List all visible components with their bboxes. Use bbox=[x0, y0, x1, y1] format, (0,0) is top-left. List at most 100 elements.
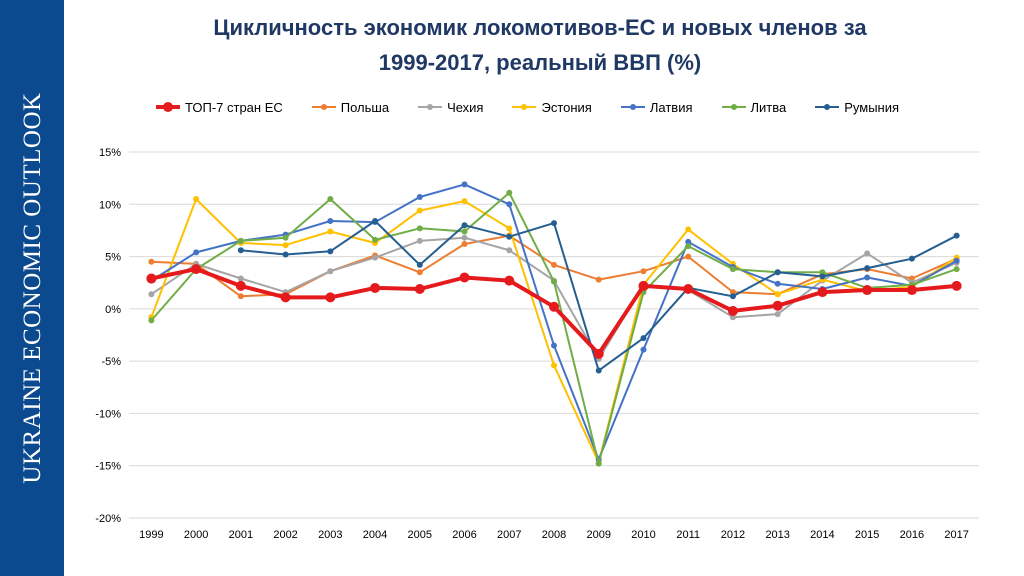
data-point bbox=[727, 305, 738, 316]
data-point bbox=[327, 248, 334, 255]
legend-swatch-marker bbox=[163, 102, 173, 112]
data-point bbox=[953, 266, 960, 273]
data-point bbox=[551, 278, 557, 285]
data-point bbox=[416, 193, 423, 200]
legend-swatch bbox=[156, 102, 180, 112]
x-tick-label: 2002 bbox=[273, 529, 297, 541]
legend-swatch-marker bbox=[730, 104, 737, 110]
legend-item: ТОП-7 стран ЕС bbox=[155, 100, 283, 115]
x-tick-label: 2012 bbox=[721, 529, 745, 541]
x-tick-label: 2013 bbox=[765, 529, 789, 541]
data-point bbox=[461, 181, 468, 188]
series-line bbox=[240, 220, 958, 372]
x-tick-label: 2005 bbox=[408, 529, 432, 541]
data-point bbox=[461, 234, 468, 241]
data-point bbox=[774, 280, 781, 287]
x-tick-label: 2011 bbox=[676, 529, 700, 541]
data-point bbox=[551, 220, 557, 227]
data-point bbox=[327, 228, 334, 235]
legend-item: Латвия bbox=[620, 100, 693, 115]
data-point bbox=[551, 362, 557, 369]
y-tick-label: 10% bbox=[99, 199, 121, 211]
x-tick-label: 2003 bbox=[318, 529, 342, 541]
legend-label: Эстония bbox=[541, 99, 592, 115]
data-point bbox=[506, 201, 513, 208]
data-point bbox=[327, 196, 334, 203]
data-point bbox=[237, 275, 244, 282]
data-point bbox=[416, 237, 423, 244]
chart-title-line-2: 1999-2017, реальный ВВП (%) bbox=[378, 50, 702, 75]
data-point bbox=[148, 317, 155, 324]
legend-label: Литва bbox=[750, 99, 787, 115]
legend-swatch-marker bbox=[427, 104, 434, 110]
legend-swatch-marker bbox=[629, 104, 636, 110]
data-point bbox=[235, 280, 246, 291]
y-tick-label: -10% bbox=[95, 408, 121, 420]
legend-label: Польша bbox=[340, 99, 390, 115]
data-point bbox=[372, 254, 379, 261]
series-line bbox=[150, 191, 957, 465]
legend-item: Польша bbox=[311, 100, 389, 115]
data-point bbox=[685, 243, 692, 250]
data-point bbox=[774, 269, 781, 276]
data-point bbox=[819, 273, 826, 280]
data-point bbox=[416, 225, 423, 232]
legend-swatch-marker bbox=[320, 104, 327, 110]
data-point bbox=[774, 291, 781, 298]
chart-title-line-1: Цикличность экономик локомотивов-ЕС и но… bbox=[213, 15, 867, 40]
x-tick-label: 2000 bbox=[184, 529, 208, 541]
data-point bbox=[146, 273, 157, 284]
data-point bbox=[595, 367, 602, 374]
data-point bbox=[953, 257, 960, 264]
data-point bbox=[370, 282, 381, 293]
legend-swatch bbox=[721, 104, 746, 110]
data-point bbox=[685, 238, 692, 245]
data-point bbox=[325, 292, 336, 303]
data-point bbox=[683, 283, 694, 294]
data-point bbox=[327, 268, 334, 275]
y-tick-label: 5% bbox=[105, 252, 121, 264]
data-point bbox=[908, 275, 915, 282]
x-tick-label: 2004 bbox=[363, 529, 387, 541]
x-tick-label: 2010 bbox=[631, 529, 655, 541]
data-point bbox=[148, 291, 155, 298]
y-tick-label: 0% bbox=[105, 304, 121, 316]
y-tick-label: -5% bbox=[101, 356, 121, 368]
data-point bbox=[193, 196, 200, 203]
data-point bbox=[416, 207, 423, 214]
data-point bbox=[772, 300, 783, 311]
data-point bbox=[908, 255, 915, 262]
data-point bbox=[459, 272, 470, 283]
data-point bbox=[461, 241, 468, 248]
x-tick-label: 2006 bbox=[452, 529, 476, 541]
data-point bbox=[864, 274, 871, 281]
x-tick-label: 1999 bbox=[139, 529, 163, 541]
data-point bbox=[372, 218, 379, 225]
legend-swatch bbox=[311, 104, 336, 110]
data-point bbox=[282, 234, 289, 241]
chart-legend: ТОП-7 стран ЕС Польша Чехия Эстония Латвия Ли… bbox=[155, 96, 927, 118]
series-line bbox=[150, 236, 958, 361]
legend-swatch bbox=[815, 104, 840, 110]
legend-item: Чехия bbox=[417, 100, 483, 115]
data-point bbox=[504, 275, 515, 286]
x-tick-label: 2014 bbox=[810, 529, 834, 541]
legend-swatch bbox=[512, 104, 537, 110]
data-point bbox=[237, 237, 244, 244]
data-point bbox=[461, 222, 468, 229]
y-tick-label: -15% bbox=[95, 461, 121, 473]
sidebar-banner: UKRAINE ECONOMIC OUTLOOK bbox=[0, 0, 64, 576]
data-point bbox=[148, 258, 155, 265]
legend-label: Чехия bbox=[447, 99, 484, 115]
data-point bbox=[951, 280, 962, 291]
data-point bbox=[862, 285, 873, 296]
x-tick-label: 2016 bbox=[900, 529, 924, 541]
data-point bbox=[729, 289, 736, 296]
x-tick-label: 2001 bbox=[229, 529, 253, 541]
data-point bbox=[193, 249, 200, 256]
chart-plot: 15% 10% 5% 0% -5% -10% -15% -20% 1999 2000 2001 200… bbox=[95, 147, 979, 541]
data-point bbox=[237, 247, 244, 254]
y-tick-label: -20% bbox=[95, 513, 121, 525]
data-point bbox=[282, 251, 289, 258]
data-point bbox=[551, 342, 557, 349]
